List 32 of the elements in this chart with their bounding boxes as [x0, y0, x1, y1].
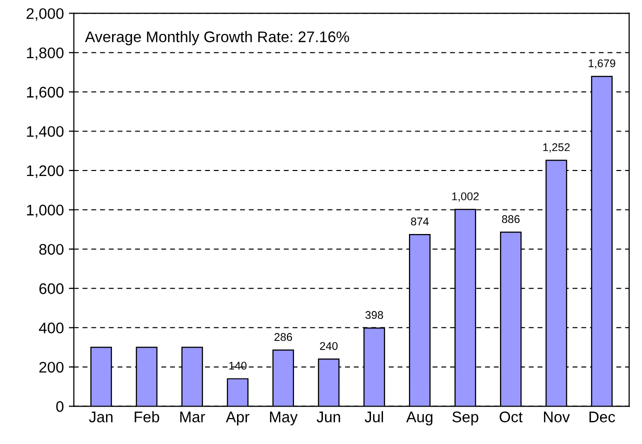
y-tick-label: 200 [39, 362, 64, 373]
x-tick-label: Apr [226, 412, 250, 426]
x-tick-label: Jul [364, 411, 383, 422]
data-label: 286 [274, 333, 292, 341]
x-tick-label: Aug [406, 412, 432, 426]
data-label: 1,002 [452, 192, 479, 202]
y-tick-label: 0 [56, 401, 64, 412]
y-tick-label: 800 [39, 244, 64, 255]
data-label: 874 [410, 218, 429, 226]
data-label: 886 [502, 215, 520, 224]
x-tick-label: Jun [316, 412, 340, 422]
x-tick-label: May [270, 412, 298, 426]
x-tick-label: Dec [590, 412, 616, 422]
x-tick-label: Mar [180, 412, 206, 422]
data-label: 1,679 [588, 59, 616, 69]
x-tick-label: Feb [134, 411, 160, 422]
data-label: 398 [365, 311, 384, 319]
y-tick-label: 1,000 [27, 204, 64, 218]
data-label: 1,252 [543, 143, 570, 152]
y-tick-label: 2,000 [26, 8, 64, 21]
y-tick-label: 600 [39, 283, 64, 294]
y-tick-label: 400 [38, 322, 64, 334]
x-tick-label: Oct [500, 412, 523, 422]
y-tick-label: 1,600 [27, 86, 64, 100]
x-tick-label: Nov [544, 412, 570, 422]
data-label: 240 [320, 342, 338, 350]
x-tick-label: Jan [89, 412, 112, 422]
x-tick-label: Sep [452, 412, 478, 426]
y-tick-label: 1,400 [27, 126, 64, 139]
y-tick-label: 1,800 [27, 47, 64, 60]
y-tick-label: 1,200 [27, 165, 64, 178]
annotation: Average Monthly Growth Rate: 27.16% [84, 31, 350, 46]
